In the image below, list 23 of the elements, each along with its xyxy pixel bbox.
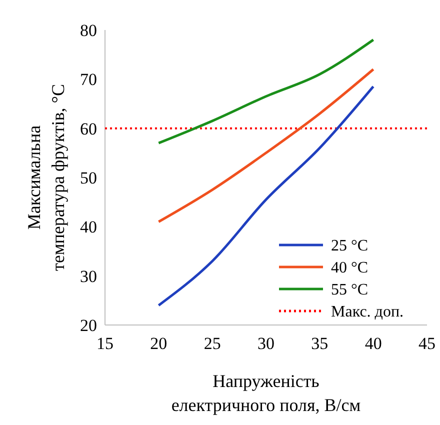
line-series xyxy=(157,85,375,307)
y-axis-title: Максимальна температура фруктів, °C xyxy=(24,84,68,272)
x-axis-title: Напруженість електричного поля, В/см xyxy=(171,371,361,415)
y-tick-label: 20 xyxy=(80,316,97,335)
legend-label: 25 °C xyxy=(331,238,368,255)
legend-label: 40 °C xyxy=(331,260,368,277)
y-tick-label: 60 xyxy=(80,119,97,138)
x-tick-label: 35 xyxy=(311,334,328,353)
y-tick-label: 40 xyxy=(80,218,97,237)
y-tick-label: 30 xyxy=(80,266,97,286)
x-tick-label: 20 xyxy=(150,334,168,353)
line-series xyxy=(157,38,375,144)
x-tick-label: 40 xyxy=(364,334,382,353)
x-tick-label: 45 xyxy=(418,334,436,353)
y-tick-label: 80 xyxy=(80,20,97,40)
legend-label: 55 °C xyxy=(331,282,368,299)
x-tick-label: 25 xyxy=(204,334,221,353)
x-tick-label: 15 xyxy=(96,334,114,353)
y-tick-label: 70 xyxy=(80,70,97,90)
y-tick-label: 50 xyxy=(80,168,97,188)
x-tick-label: 30 xyxy=(258,334,274,353)
line-series xyxy=(157,68,375,223)
legend-label: Макс. доп. xyxy=(331,304,404,321)
